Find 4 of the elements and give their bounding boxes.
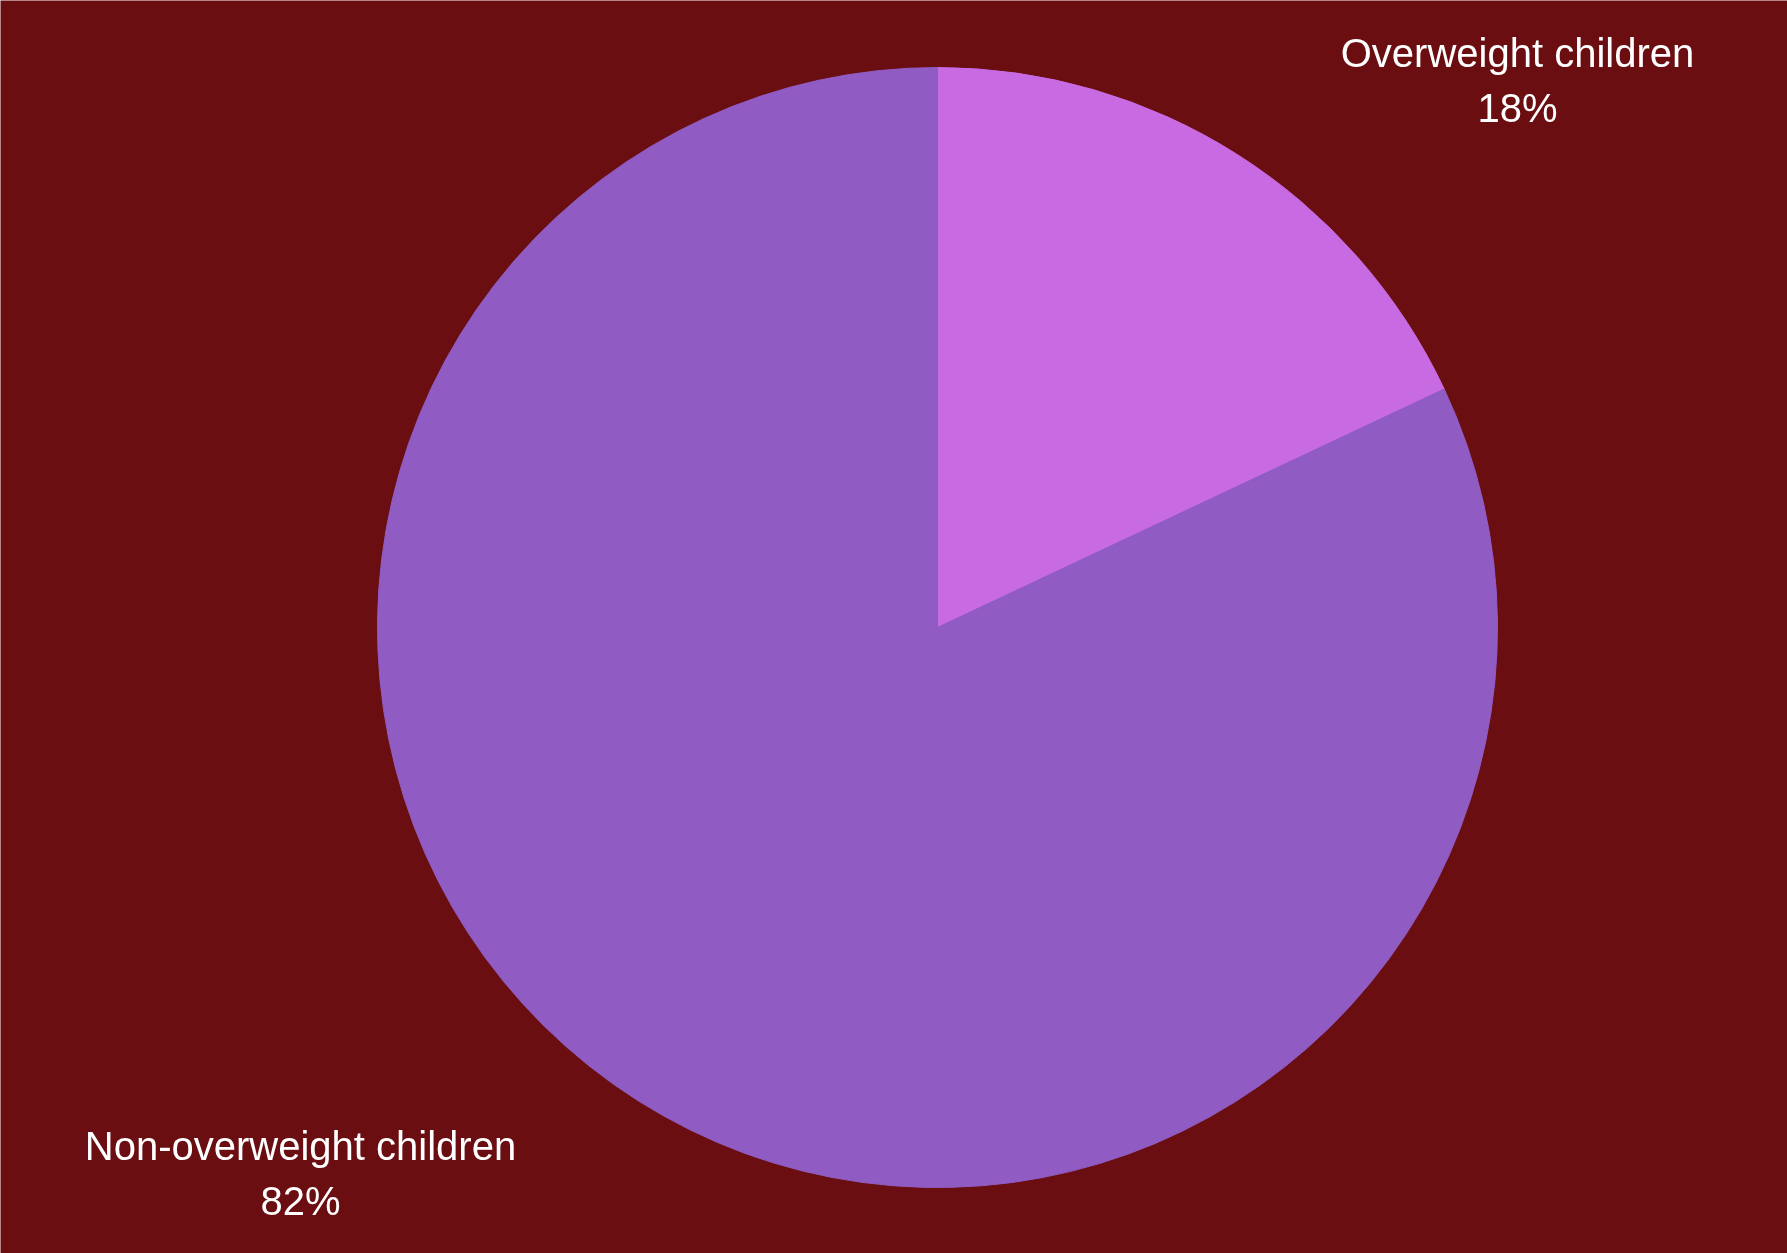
data-label: 18% [1477, 86, 1558, 130]
data-label: 82% [260, 1179, 341, 1223]
slice-label: Non-overweight children [84, 1124, 517, 1168]
slice-label: Overweight children [1340, 31, 1695, 75]
